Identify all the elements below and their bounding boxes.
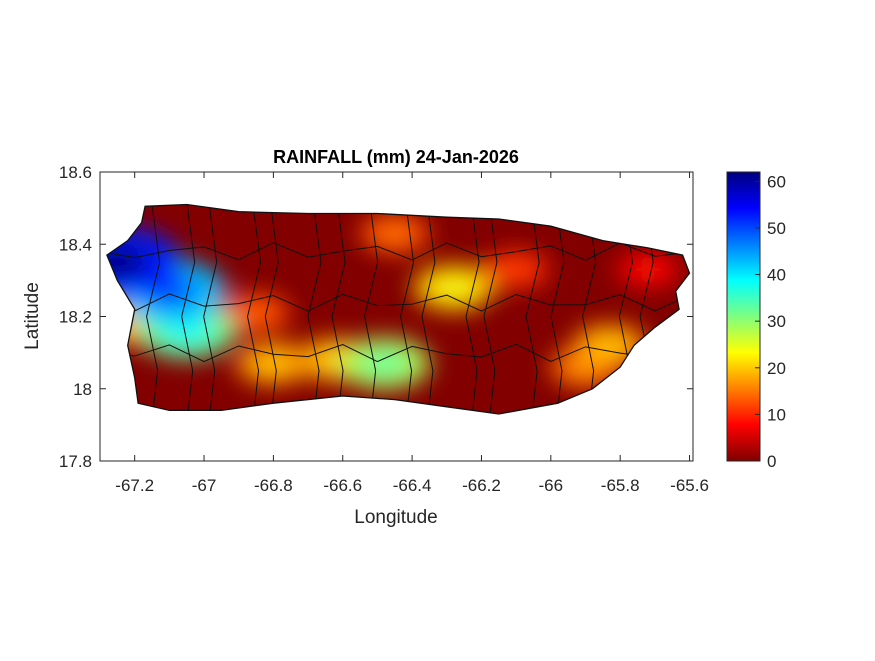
x-tick-label: -66.8	[254, 476, 293, 495]
municipality-boundary	[146, 204, 161, 414]
rainfall-hotspot-core	[499, 260, 533, 279]
y-tick-label: 17.8	[59, 452, 92, 471]
x-tick-label: -67.2	[115, 476, 154, 495]
x-axis-label: Longitude	[354, 507, 437, 528]
y-tick-label: 18.4	[59, 235, 92, 254]
y-tick-label: 18.6	[59, 163, 92, 182]
municipality-boundary	[307, 204, 322, 414]
y-tick-label: 18	[73, 380, 92, 399]
municipality-boundary	[550, 204, 565, 414]
island-outline	[106, 203, 691, 415]
municipality-boundary	[483, 204, 498, 414]
municipality-boundary	[106, 242, 690, 261]
municipality-boundary	[525, 204, 540, 414]
colorbar-tick-label: 60	[767, 172, 786, 191]
municipality-boundary	[465, 204, 480, 414]
rainfall-hotspot-core	[254, 352, 293, 374]
colorbar	[726, 171, 761, 462]
colorbar-tick-label: 50	[767, 219, 786, 238]
municipality-boundaries	[106, 204, 690, 414]
municipality-boundary	[582, 204, 597, 414]
y-axis-label: Latitude	[22, 282, 43, 350]
x-tick-label: -65.8	[601, 476, 640, 495]
rainfall-hotspot-core	[377, 223, 413, 244]
municipality-boundary	[364, 204, 379, 414]
rainfall-hotspot-core	[590, 334, 629, 356]
colorbar-tick-label: 0	[767, 452, 776, 471]
x-tick-label: -66.4	[393, 476, 432, 495]
municipality-boundary	[400, 204, 415, 414]
y-tick-label: 18.2	[59, 308, 92, 327]
municipality-boundary	[421, 204, 436, 414]
x-tick-label: -66	[539, 476, 564, 495]
municipality-boundary	[247, 204, 262, 414]
rainfall-hotspot-core	[632, 260, 664, 279]
municipality-boundary	[203, 204, 218, 414]
colorbar-tick-label: 40	[767, 266, 786, 285]
x-tick-label: -67	[192, 476, 217, 495]
municipality-boundary	[264, 204, 279, 414]
colorbar-tick-label: 10	[767, 405, 786, 424]
municipality-boundary	[331, 204, 346, 414]
colorbar-tick-label: 20	[767, 359, 786, 378]
x-tick-label: -65.6	[670, 476, 709, 495]
x-tick-label: -66.2	[462, 476, 501, 495]
rainfall-hotspot-core	[433, 276, 474, 299]
municipality-boundary	[106, 293, 690, 312]
rainfall-hotspot-core	[162, 317, 212, 345]
x-tick-label: -66.6	[323, 476, 362, 495]
chart-title: RAINFALL (mm) 24-Jan-2026	[273, 147, 519, 167]
municipality-boundary	[181, 204, 196, 414]
colorbar-tick-label: 30	[767, 312, 786, 331]
rainfall-hotspot-core	[361, 350, 408, 377]
rainfall-hotspot-core	[106, 244, 150, 281]
municipality-boundary	[106, 343, 690, 363]
